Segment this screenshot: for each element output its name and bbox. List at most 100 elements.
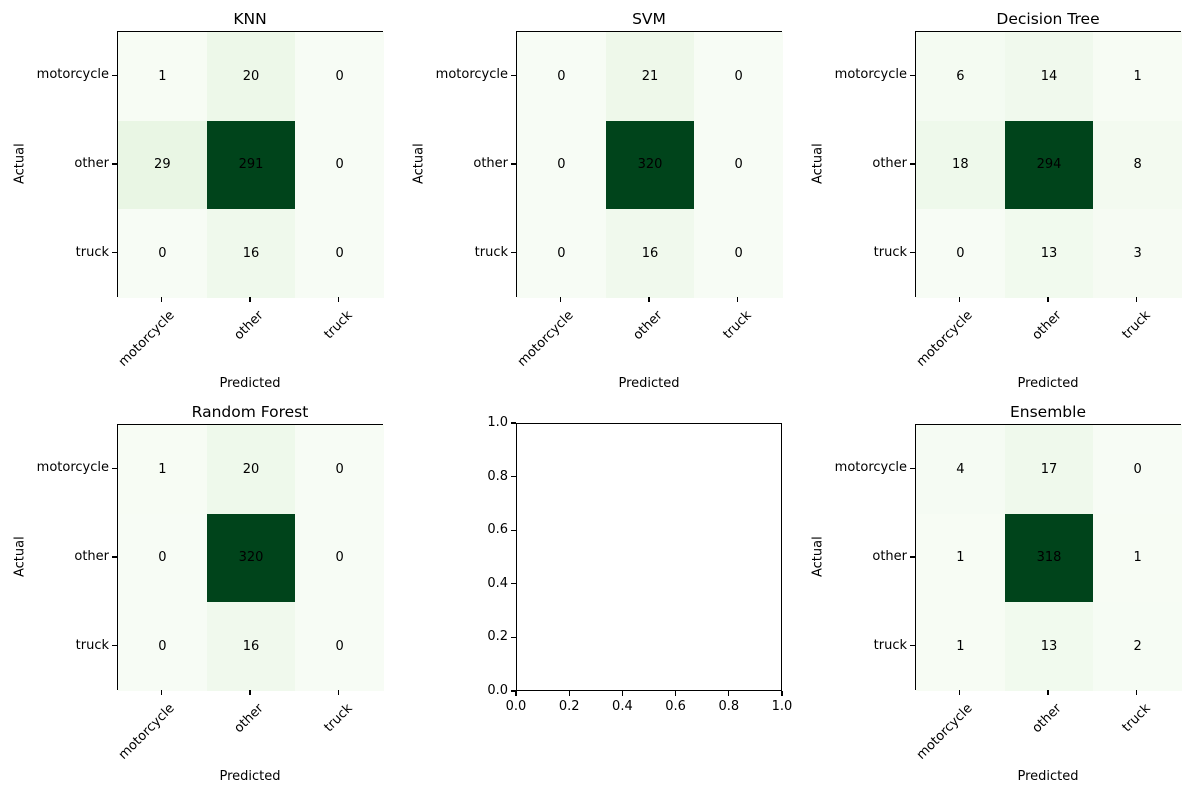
y-tick-label: motorcycle xyxy=(36,67,109,83)
heatmap-cell: 20 xyxy=(206,32,296,121)
tick-mark xyxy=(559,297,561,302)
tick-mark xyxy=(910,163,915,165)
subplot-random-forest-axes: 1 20 0 0 320 0 0 16 0 xyxy=(117,424,384,691)
x-tick-label: 0.8 xyxy=(718,699,740,714)
heatmap-cell: 0 xyxy=(295,32,384,121)
heatmap-cell: 14 xyxy=(1004,32,1094,121)
tick-mark xyxy=(1047,297,1049,302)
tick-mark xyxy=(958,690,960,695)
subplot-decision-tree-title: Decision Tree xyxy=(996,10,1100,28)
tick-mark xyxy=(648,297,650,302)
subplot-svm-title: SVM xyxy=(632,10,666,28)
heatmap-cell: 294 xyxy=(1004,120,1094,210)
tick-mark xyxy=(568,691,570,696)
heatmap-cell: 6 xyxy=(916,32,1005,121)
tick-mark xyxy=(1047,690,1049,695)
heatmap-cell: 0 xyxy=(118,513,207,603)
tick-mark xyxy=(511,529,516,531)
heatmap-cell: 0 xyxy=(295,513,384,603)
heatmap-cell: 1 xyxy=(118,32,207,121)
x-axis-label: Predicted xyxy=(618,376,680,391)
y-tick-label: truck xyxy=(474,244,508,260)
heatmap-cell: 0 xyxy=(295,425,384,514)
tick-mark xyxy=(910,467,915,469)
y-axis-label: Actual xyxy=(411,143,427,185)
y-tick-label: truck xyxy=(873,244,907,260)
subplot-empty-axes xyxy=(516,423,782,691)
heatmap-cell: 320 xyxy=(605,120,695,210)
y-tick-label: 0.2 xyxy=(487,629,508,645)
tick-mark xyxy=(1136,690,1138,695)
heatmap-cell: 4 xyxy=(916,425,1005,514)
tick-mark xyxy=(515,691,517,696)
tick-mark xyxy=(249,690,251,695)
tick-mark xyxy=(511,252,516,254)
tick-mark xyxy=(781,691,783,696)
heatmap-cell: 0 xyxy=(694,32,783,121)
x-axis-label: Predicted xyxy=(1017,376,1079,391)
heatmap-cell: 0 xyxy=(517,209,606,298)
tick-mark xyxy=(910,645,915,647)
y-tick-label: other xyxy=(872,549,907,564)
tick-mark xyxy=(511,636,516,638)
heatmap-cell: 2 xyxy=(1093,602,1182,691)
heatmap-cell: 0 xyxy=(916,209,1005,298)
y-axis-label: Actual xyxy=(12,143,28,185)
tick-mark xyxy=(511,583,516,585)
tick-mark xyxy=(112,163,117,165)
tick-mark xyxy=(621,691,623,696)
heatmap-cell: 0 xyxy=(1093,425,1182,514)
subplot-knn-title: KNN xyxy=(233,10,267,28)
heatmap-cell: 1 xyxy=(1093,32,1182,121)
tick-mark xyxy=(112,252,117,254)
y-tick-label: motorcycle xyxy=(834,67,907,83)
x-axis-label: Predicted xyxy=(219,769,281,784)
tick-mark xyxy=(511,476,516,478)
tick-mark xyxy=(511,74,516,76)
heatmap-cell: 0 xyxy=(517,32,606,121)
subplot-decision-tree-axes: 6 14 1 18 294 8 0 13 3 xyxy=(915,31,1182,298)
subplot-svm-axes: 0 21 0 0 320 0 0 16 0 xyxy=(516,31,783,298)
heatmap-cell: 13 xyxy=(1004,602,1094,691)
tick-mark xyxy=(910,74,915,76)
tick-mark xyxy=(511,422,516,424)
heatmap-cell: 0 xyxy=(295,120,384,210)
heatmap-cell: 1 xyxy=(916,513,1005,603)
heatmap-cell: 0 xyxy=(295,602,384,691)
heatmap-cell: 291 xyxy=(206,120,296,210)
subplot-ensemble-title: Ensemble xyxy=(1009,403,1086,421)
y-tick-label: 0.4 xyxy=(487,575,508,591)
heatmap-cell: 16 xyxy=(206,209,296,298)
subplot-ensemble-axes: 4 17 0 1 318 1 1 13 2 xyxy=(915,424,1182,691)
heatmap-cell: 16 xyxy=(206,602,296,691)
heatmap-cell: 29 xyxy=(118,120,207,210)
tick-mark xyxy=(338,297,340,302)
tick-mark xyxy=(112,467,117,469)
x-tick-label: 1.0 xyxy=(771,699,793,714)
tick-mark xyxy=(675,691,677,696)
y-tick-label: other xyxy=(473,156,508,171)
x-axis-label: Predicted xyxy=(219,376,281,391)
y-axis-label: Actual xyxy=(12,536,28,578)
tick-mark xyxy=(511,163,516,165)
y-tick-label: motorcycle xyxy=(36,460,109,476)
heatmap-cell: 21 xyxy=(605,32,695,121)
tick-mark xyxy=(728,691,730,696)
tick-mark xyxy=(160,297,162,302)
heatmap-cell: 17 xyxy=(1004,425,1094,514)
subplot-random-forest-title: Random Forest xyxy=(191,403,309,421)
y-tick-label: other xyxy=(872,156,907,171)
tick-mark xyxy=(910,252,915,254)
tick-mark xyxy=(338,690,340,695)
heatmap-cell: 1 xyxy=(1093,513,1182,603)
heatmap-cell: 0 xyxy=(118,602,207,691)
x-axis-label: Predicted xyxy=(1017,769,1079,784)
x-tick-label: 0.0 xyxy=(505,699,527,714)
y-tick-label: truck xyxy=(75,637,109,653)
x-tick-label: 0.2 xyxy=(558,699,580,714)
tick-mark xyxy=(511,690,516,692)
y-axis-label: Actual xyxy=(810,536,826,578)
heatmap-cell: 318 xyxy=(1004,513,1094,603)
y-tick-label: truck xyxy=(873,637,907,653)
